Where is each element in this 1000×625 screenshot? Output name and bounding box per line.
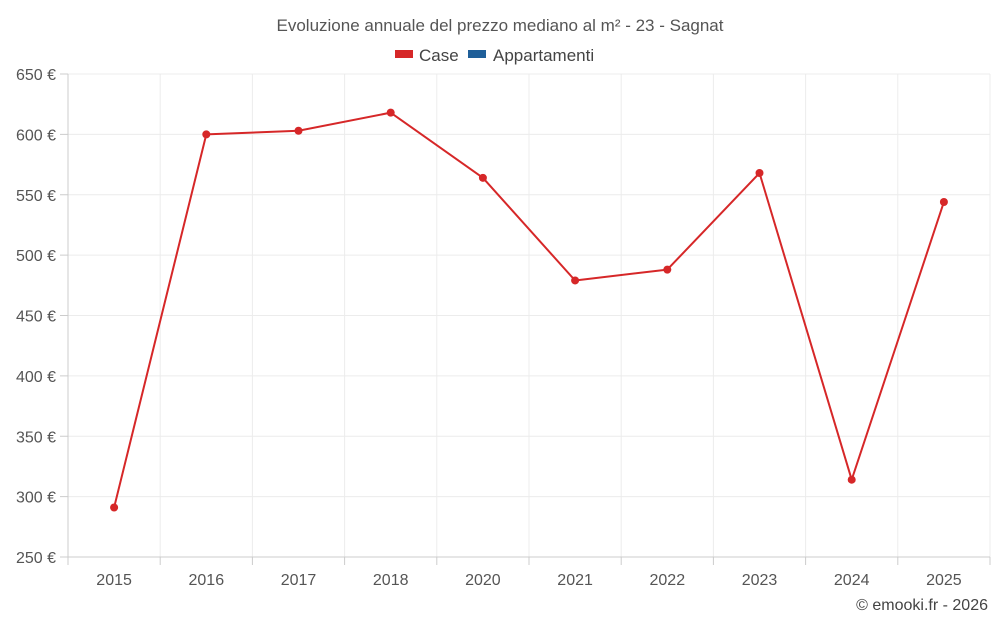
grid [67, 73, 991, 558]
x-tick-label: 2024 [834, 572, 870, 589]
y-tick-label: 500 € [16, 248, 56, 265]
x-axis-labels: 2015 2016 2017 2018 2020 2021 2022 2023 2024 2025 [96, 572, 961, 589]
legend-label-appartamenti: Appartamenti [493, 46, 594, 65]
x-tick-label: 2021 [557, 572, 593, 589]
credit-text: © emooki.fr - 2026 [856, 597, 988, 614]
data-point-2017[interactable] [294, 126, 303, 135]
y-tick-label: 600 € [16, 127, 56, 144]
x-tick-label: 2022 [650, 572, 686, 589]
x-tick-label: 2025 [926, 572, 962, 589]
legend-item-case[interactable]: Case [395, 46, 459, 65]
x-tick-label: 2020 [465, 572, 501, 589]
data-point-2016[interactable] [202, 130, 211, 139]
data-point-2025[interactable] [939, 197, 948, 206]
y-tick-label: 300 € [16, 490, 56, 507]
x-tick-label: 2015 [96, 572, 132, 589]
y-tick-label: 550 € [16, 188, 56, 205]
y-tick-label: 250 € [16, 550, 56, 567]
y-axis-labels: 650 € 600 € 550 € 500 € 450 € 400 € 350 € 300 €… [16, 67, 56, 567]
legend-label-case: Case [419, 46, 459, 65]
legend-swatch-case [395, 50, 413, 58]
series-line-case [113, 111, 945, 508]
y-tick-label: 350 € [16, 429, 56, 446]
chart-title: Evoluzione annuale del prezzo mediano al… [277, 16, 724, 35]
data-point-2018[interactable] [386, 108, 395, 117]
x-tick-label: 2016 [189, 572, 225, 589]
series-case [110, 108, 948, 512]
data-point-2022[interactable] [663, 265, 672, 274]
y-tick-label: 450 € [16, 309, 56, 326]
data-point-2020[interactable] [478, 173, 487, 182]
legend-item-appartamenti[interactable]: Appartamenti [468, 46, 594, 65]
y-tick-label: 400 € [16, 369, 56, 386]
data-point-2021[interactable] [571, 276, 580, 285]
x-tick-label: 2023 [742, 572, 778, 589]
legend: Case Appartamenti [395, 46, 594, 65]
data-point-2023[interactable] [755, 169, 764, 178]
legend-swatch-appartamenti [468, 50, 486, 58]
x-tick-label: 2017 [281, 572, 317, 589]
data-point-2024[interactable] [847, 475, 856, 484]
data-point-2015[interactable] [110, 503, 119, 512]
axes [60, 73, 991, 565]
y-tick-label: 650 € [16, 67, 56, 84]
x-tick-label: 2018 [373, 572, 409, 589]
